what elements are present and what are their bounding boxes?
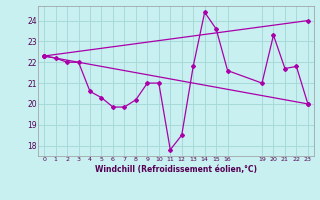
X-axis label: Windchill (Refroidissement éolien,°C): Windchill (Refroidissement éolien,°C)	[95, 165, 257, 174]
